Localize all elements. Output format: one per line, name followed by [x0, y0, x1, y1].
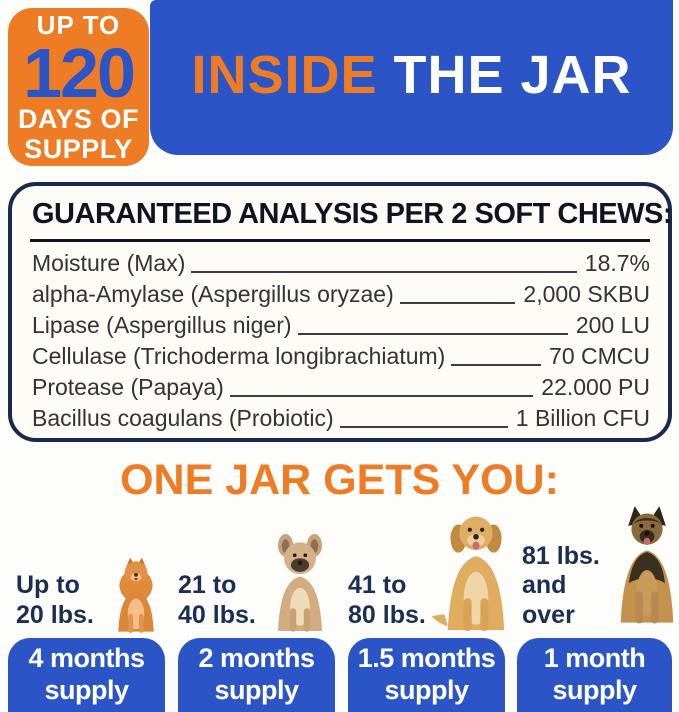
analysis-row-bacillus: Bacillus coagulans (Probiotic) 1 Billion…: [28, 401, 652, 432]
supply-box-2-months: 2 months supply: [178, 638, 335, 712]
analysis-value: 70 CMCU: [549, 343, 650, 369]
analysis-value: 18.7%: [584, 250, 650, 276]
weight-line: 41 to: [348, 571, 407, 599]
weight-line: over: [522, 600, 575, 629]
dotted-leader: [229, 395, 534, 397]
german-shepherd-dog-image: [620, 506, 674, 624]
weight-line: and: [522, 571, 567, 599]
weight-line: 20 lbs.: [16, 600, 94, 629]
pomeranian-dog-image: [118, 557, 154, 633]
golden-retriever-dog-image: [431, 516, 504, 631]
weight-range-label: 81 lbs. and over: [522, 542, 600, 635]
weight-range-label: 41 to 80 lbs.: [348, 571, 426, 634]
one-jar-title: ONE JAR GETS YOU:: [120, 456, 559, 504]
french-bulldog-dog-image: [277, 534, 322, 632]
weight-line: 81 lbs.: [522, 541, 600, 570]
supply-duration-badge: UP TO 120 DAYS OF SUPPLY: [8, 8, 149, 166]
weight-group-41-80: 41 to 80 lbs.: [348, 508, 526, 634]
weight-line: 21 to: [178, 571, 237, 599]
weight-group-81-over: 81 lbs. and over: [522, 498, 678, 634]
analysis-title: GUARANTEED ANALYSIS PER 2 SOFT CHEWS: MI…: [30, 196, 679, 242]
supply-box-4-months: 4 months supply: [8, 638, 165, 712]
supply-line: 4 months: [28, 643, 145, 674]
badge-up-to-label: UP TO: [36, 9, 121, 40]
badge-days-of-label: DAYS OF: [17, 104, 140, 134]
analysis-label: Moisture (Max): [32, 250, 186, 276]
supply-line: supply: [552, 675, 637, 705]
guaranteed-analysis-panel: GUARANTEED ANALYSIS PER 2 SOFT CHEWS: MI…: [8, 182, 679, 442]
supply-line: supply: [44, 675, 129, 705]
supply-line: supply: [384, 675, 469, 705]
weight-line: Up to: [16, 571, 80, 599]
weight-group-21-40: 21 to 40 lbs.: [178, 530, 336, 634]
analysis-value: 22.000 PU: [541, 374, 650, 400]
supply-box-1-month: 1 month supply: [517, 638, 672, 712]
analysis-label: Cellulase (Trichoderma longibrachiatum): [32, 343, 446, 369]
analysis-label: Protease (Papaya): [32, 374, 224, 400]
supply-line: 1.5 months: [357, 643, 496, 674]
supply-line: 2 months: [198, 643, 315, 674]
dotted-leader: [297, 333, 568, 335]
weight-group-up-to-20: Up to 20 lbs.: [16, 556, 166, 634]
dotted-leader: [399, 302, 516, 304]
analysis-label: Lipase (Aspergillus niger): [32, 312, 292, 338]
dotted-leader: [339, 426, 508, 428]
analysis-rows: Moisture (Max) 18.7% alpha-Amylase (Aspe…: [28, 246, 652, 432]
analysis-row-lipase: Lipase (Aspergillus niger) 200 LU: [28, 308, 652, 339]
supply-box-1-5-months: 1.5 months supply: [348, 638, 505, 712]
analysis-row-protease: Protease (Papaya) 22.000 PU: [28, 370, 652, 401]
badge-days-number: 120: [23, 33, 136, 112]
analysis-row-cellulase: Cellulase (Trichoderma longibrachiatum) …: [28, 339, 652, 370]
analysis-row-amylase: alpha-Amylase (Aspergillus oryzae) 2,000…: [28, 277, 652, 308]
dotted-leader: [451, 364, 542, 366]
analysis-value: 2,000 SKBU: [523, 281, 650, 307]
weight-line: 80 lbs.: [348, 600, 426, 629]
analysis-value: 1 Billion CFU: [515, 405, 650, 431]
analysis-label: alpha-Amylase (Aspergillus oryzae): [32, 281, 394, 307]
analysis-value: 200 LU: [575, 312, 650, 338]
page-title: INSIDE THE JAR: [191, 44, 631, 106]
supply-line: 1 month: [543, 643, 646, 674]
supply-line: supply: [214, 675, 299, 705]
dotted-leader: [191, 271, 577, 273]
header-banner: INSIDE THE JAR: [150, 0, 673, 155]
page-title-rest: THE JAR: [377, 44, 632, 105]
weight-range-label: Up to 20 lbs.: [16, 571, 94, 634]
badge-supply-label: SUPPLY: [24, 133, 133, 164]
weight-range-label: 21 to 40 lbs.: [178, 571, 256, 634]
analysis-label: Bacillus coagulans (Probiotic): [32, 405, 334, 431]
page-title-accent: INSIDE: [191, 44, 378, 105]
analysis-row-moisture: Moisture (Max) 18.7%: [28, 246, 652, 277]
weight-line: 40 lbs.: [178, 600, 256, 629]
